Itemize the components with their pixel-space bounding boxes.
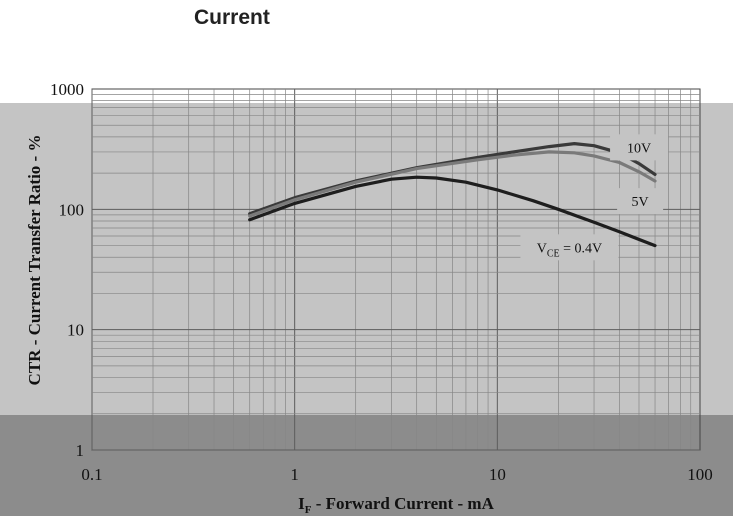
- y-tick-label: 1: [76, 441, 85, 460]
- x-tick-label: 1: [290, 465, 299, 484]
- series-line-2: [248, 175, 657, 248]
- y-axis-label: CTR - Current Transfer Ratio - %: [25, 135, 44, 386]
- annotation-box: [610, 134, 669, 161]
- y-tick-label: 100: [59, 200, 85, 219]
- y-tick-label: 10: [67, 321, 84, 340]
- annotation-label: VCE = 0.4V: [537, 241, 602, 259]
- x-tick-label: 10: [489, 465, 506, 484]
- annotation-label: 5V: [632, 195, 649, 210]
- annotation-box: [520, 234, 619, 261]
- y-tick-label: 1000: [50, 80, 84, 99]
- x-tick-label: 100: [687, 465, 713, 484]
- x-axis-label: IF - Forward Current - mA: [298, 494, 494, 516]
- annotation-box: [617, 188, 664, 215]
- chart-title: Current: [194, 6, 270, 29]
- series-line-1: [248, 150, 657, 218]
- annotation-label: 10V: [627, 141, 651, 156]
- lower-band-background: [0, 415, 733, 516]
- x-tick-label: 0.1: [81, 465, 102, 484]
- plot-top-strip: [92, 89, 700, 103]
